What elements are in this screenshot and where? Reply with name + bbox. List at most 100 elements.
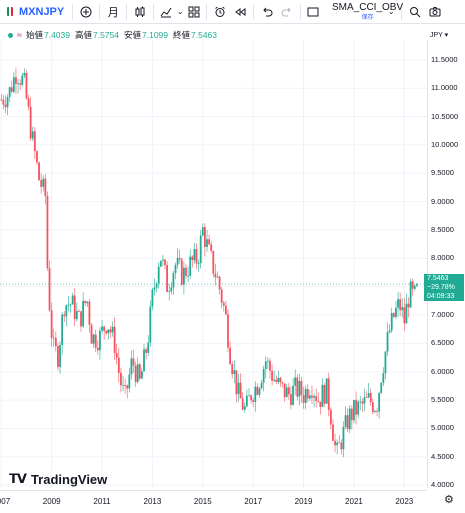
gear-icon[interactable]: ⚙ (444, 494, 454, 506)
indicators-icon[interactable] (157, 0, 175, 24)
add-symbol-icon[interactable] (76, 0, 96, 24)
y-tick-label: 4.0000 (431, 480, 454, 490)
symbol-name: MXNJPY (19, 5, 65, 18)
layout-name-button[interactable]: SMA_CCI_OBV 保存 (332, 2, 403, 24)
chevron-down-icon[interactable]: ⌄ (176, 7, 184, 16)
interval-button[interactable]: 月 (103, 0, 123, 24)
candle-body (285, 387, 288, 398)
candle-body (323, 385, 326, 404)
candle-body (193, 249, 196, 261)
flag-icon[interactable] (3, 0, 17, 24)
time-axis[interactable]: 2007 2009 2011 2013 2015 2017 2019 2021 2023 (0, 490, 427, 513)
replay-icon[interactable] (230, 0, 250, 24)
candle-body (325, 378, 328, 404)
candle-body (346, 415, 349, 430)
candle-body (229, 347, 231, 365)
candle-body (143, 349, 145, 372)
candle-body (2, 99, 5, 105)
y-tick-label: 9.0000 (431, 196, 454, 206)
candle-body (386, 332, 389, 352)
x-tick-label: 2013 (143, 497, 162, 506)
candle-body (138, 364, 141, 379)
candle-body (122, 385, 124, 387)
tradingview-logo-icon: 𝗧𝗩 (9, 471, 27, 486)
candle-body (48, 268, 51, 311)
candle-body (338, 442, 341, 444)
candle-body (0, 99, 3, 101)
candle-body (269, 360, 271, 371)
candle-body (355, 399, 357, 415)
price-axis[interactable]: 11.5000 11.0000 10.5000 10.0000 9.5000 9.0000… (427, 40, 465, 490)
candle-body (214, 273, 217, 278)
candle-body (86, 301, 89, 304)
candle-body (208, 239, 210, 245)
candle-body (233, 370, 236, 375)
tradingview-logo[interactable]: 𝗧𝗩 TradingView (9, 471, 107, 487)
layout-name: SMA_CCI_OBV (332, 2, 404, 13)
high-value: 7.5754 (92, 30, 119, 40)
price-change: −29.78% (427, 284, 455, 291)
candle-body (294, 377, 297, 386)
candle-body (17, 83, 19, 85)
candle-body (176, 257, 179, 265)
candle-body (380, 382, 383, 393)
y-tick-label: 9.5000 (431, 168, 454, 178)
candle-body (6, 97, 9, 108)
candle-body (27, 98, 30, 107)
x-tick-label: 2023 (395, 497, 414, 506)
candle-body (254, 386, 257, 402)
candle-body (162, 259, 164, 261)
candle-body (392, 313, 395, 317)
candle-body (128, 374, 131, 389)
candle-body (82, 300, 85, 327)
candle-body (298, 380, 301, 397)
symbol-search-button[interactable]: MXNJPY (17, 0, 64, 24)
candle-body (151, 289, 154, 307)
layout-save-status: 保存 (361, 15, 374, 21)
candle-body (206, 239, 208, 247)
layout-square-icon[interactable] (304, 0, 322, 24)
candle-body (90, 324, 93, 344)
candle-body (231, 364, 234, 375)
candle-body (120, 372, 122, 386)
candle-body (260, 382, 263, 389)
candle-body (42, 178, 45, 187)
candle-body (220, 289, 223, 303)
candle-body (25, 72, 28, 99)
candle-body (378, 392, 381, 412)
candle-body (113, 326, 116, 354)
low-value: 7.1099 (142, 30, 168, 40)
candle-body (262, 368, 265, 383)
candle-body (407, 303, 410, 308)
candle-body (88, 301, 91, 325)
candle-body (399, 299, 402, 311)
candle-body (159, 260, 162, 267)
layouts-icon[interactable] (185, 0, 203, 24)
candle-body (117, 357, 120, 373)
layout-menu-chevron-icon[interactable]: ⌄ (387, 7, 395, 16)
candle-body (180, 259, 183, 285)
candle-body (403, 307, 406, 324)
candle-body (168, 291, 171, 292)
candle-body (411, 281, 414, 289)
camera-icon[interactable] (425, 0, 445, 24)
candle-body (78, 310, 80, 312)
candle-body (227, 314, 229, 348)
brand-name: TradingView (30, 471, 108, 487)
undo-icon[interactable] (257, 0, 277, 24)
candle-body (302, 395, 305, 403)
candle-body (311, 395, 313, 398)
candle-body (239, 382, 242, 399)
candles-icon[interactable] (130, 0, 150, 24)
redo-icon[interactable] (277, 0, 297, 24)
currency-selector[interactable]: JPY ▾ (430, 32, 449, 39)
alert-icon[interactable] (210, 0, 230, 24)
candle-body (250, 395, 252, 401)
candle-body (96, 347, 99, 351)
candle-body (252, 400, 255, 402)
candle-body (273, 379, 276, 381)
search-icon[interactable] (405, 0, 425, 24)
candle-body (336, 442, 339, 446)
candle-body (172, 272, 175, 288)
price-chart[interactable] (0, 40, 427, 488)
